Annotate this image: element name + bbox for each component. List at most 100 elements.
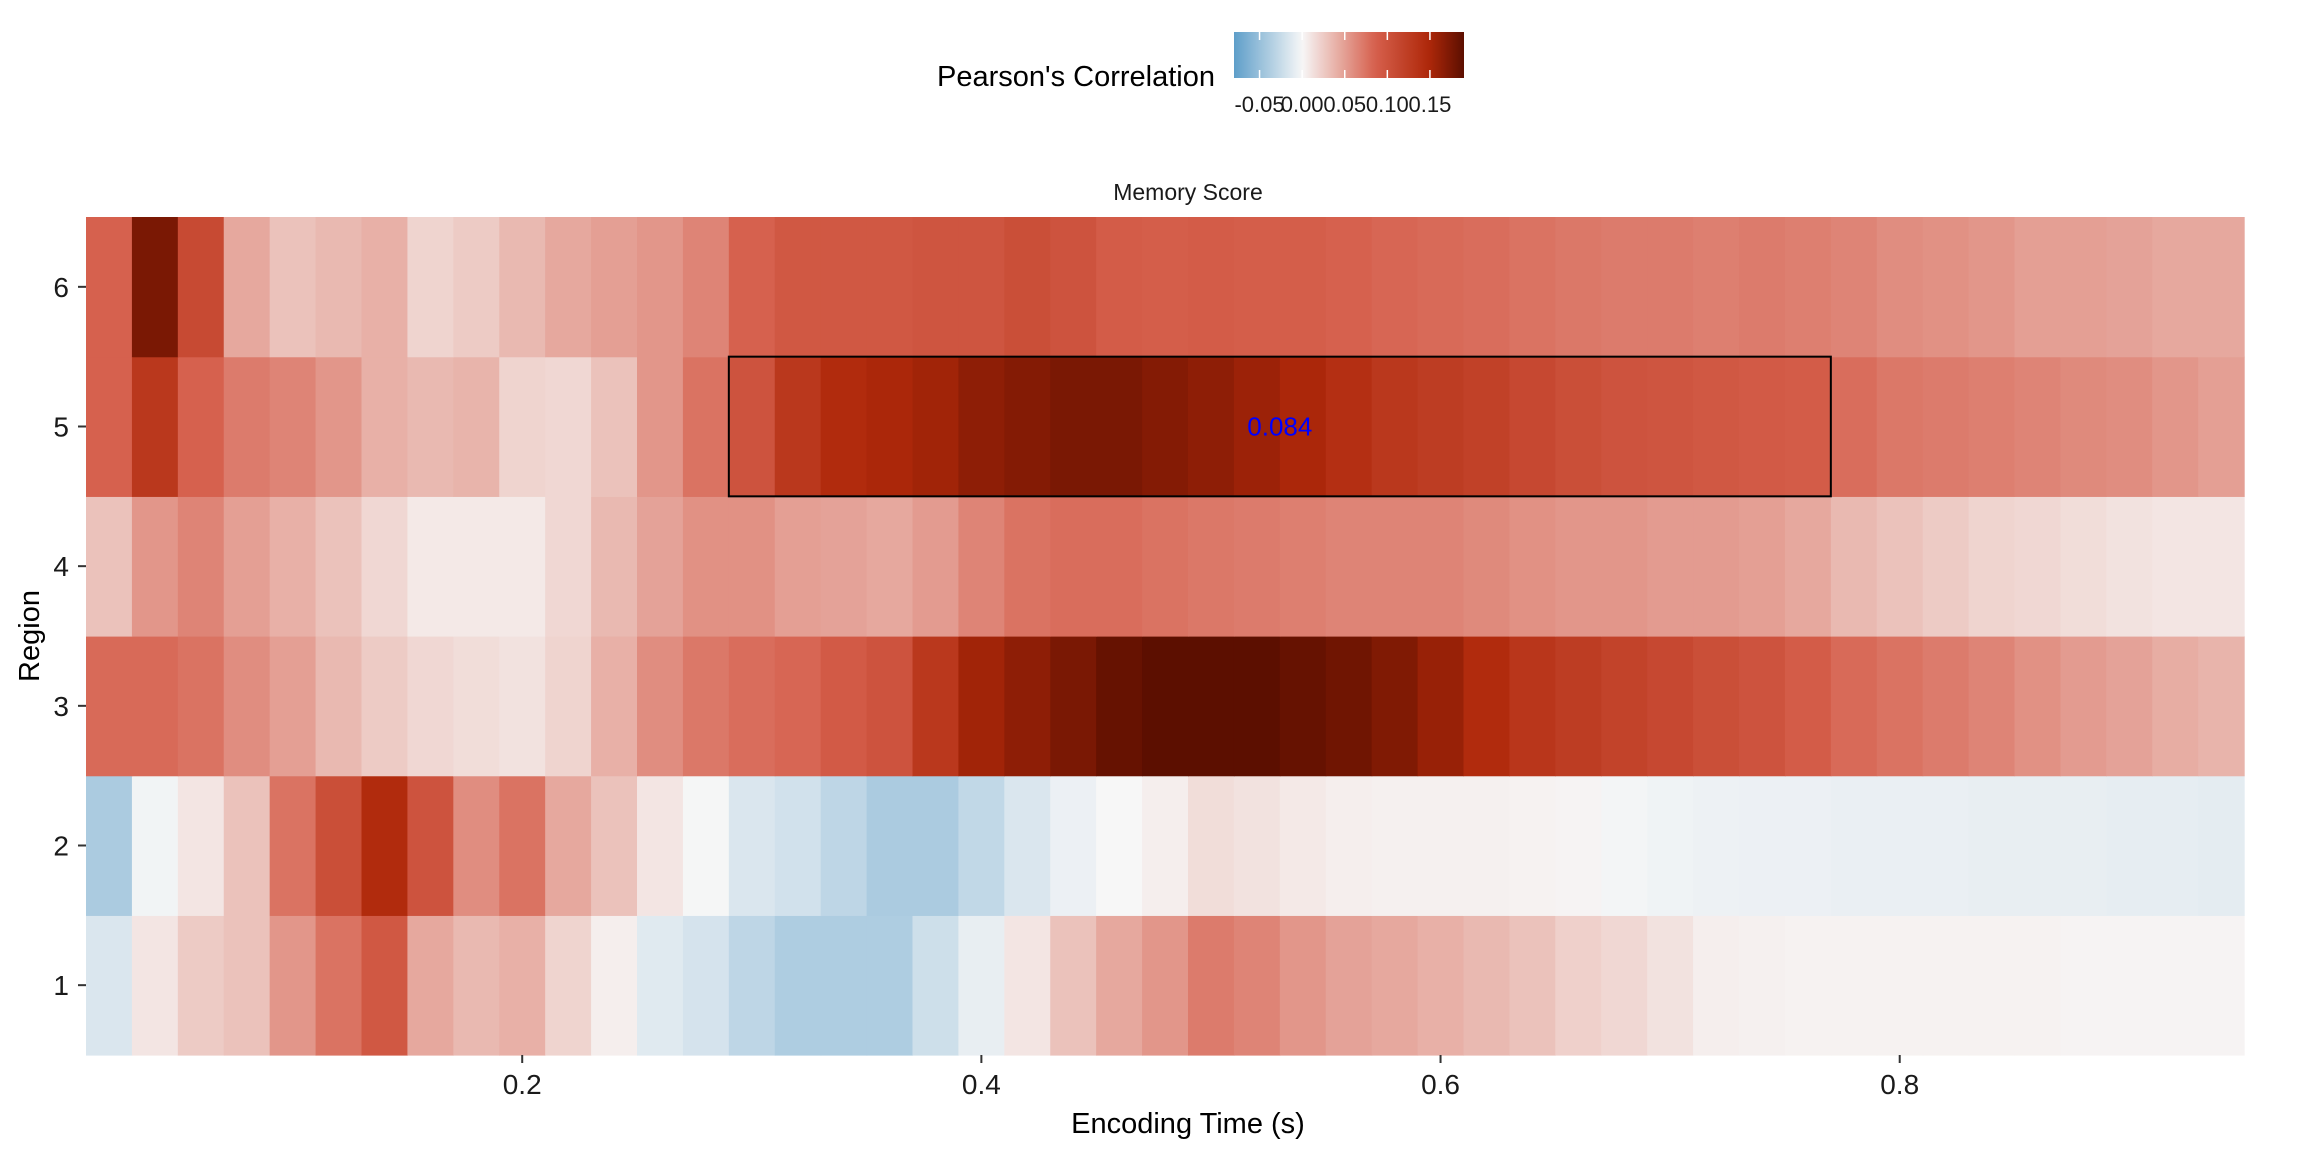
heatmap-cell xyxy=(1922,915,1970,1056)
heatmap-cell xyxy=(1371,496,1419,637)
heatmap-cell xyxy=(499,217,546,358)
heatmap-cell xyxy=(1968,636,2016,777)
heatmap-cell xyxy=(1555,915,1602,1056)
heatmap-cell xyxy=(1784,636,1832,777)
heatmap-cell xyxy=(2198,356,2245,497)
x-axis: 0.2 0.4 0.6 0.8 xyxy=(503,1055,1919,1100)
heatmap-cell xyxy=(1509,217,1556,358)
y-tick-label: 5 xyxy=(53,412,69,443)
heatmap-cell xyxy=(1876,775,1924,916)
heatmap-cell xyxy=(1922,775,1970,916)
heatmap-cell xyxy=(361,915,409,1056)
heatmap-cell xyxy=(1233,217,1281,358)
heatmap-cell xyxy=(453,217,500,358)
heatmap-cell xyxy=(269,915,317,1056)
heatmap-cell xyxy=(1555,356,1602,497)
heatmap-cell xyxy=(2198,217,2245,358)
heatmap-cell xyxy=(1142,915,1189,1056)
y-tick-label: 1 xyxy=(53,970,69,1001)
heatmap-cell xyxy=(682,356,730,497)
heatmap-cell xyxy=(1693,356,1740,497)
heatmap-cell xyxy=(1555,636,1602,777)
heatmap-cell xyxy=(223,915,271,1056)
heatmap-cell xyxy=(820,775,868,916)
heatmap-cell xyxy=(1004,636,1051,777)
heatmap-cell xyxy=(774,636,822,777)
heatmap-cell xyxy=(1693,915,1740,1056)
heatmap-cell xyxy=(1188,217,1235,358)
heatmap-cell xyxy=(1509,775,1556,916)
heatmap-cell xyxy=(820,217,868,358)
heatmap-cell xyxy=(1555,217,1602,358)
heatmap-cell xyxy=(499,915,546,1056)
heatmap-cell xyxy=(774,775,822,916)
heatmap-cell xyxy=(2014,217,2062,358)
heatmap-cell xyxy=(2106,217,2153,358)
heatmap-cell xyxy=(361,775,409,916)
heatmap-cell xyxy=(499,636,546,777)
heatmap-cell xyxy=(1463,775,1511,916)
heatmap-cell xyxy=(545,356,592,497)
heatmap-cell xyxy=(1784,496,1832,637)
heatmap-cell xyxy=(912,636,960,777)
heatmap-cell xyxy=(1876,915,1924,1056)
heatmap-cell xyxy=(1096,915,1143,1056)
heatmap-cell xyxy=(958,217,1005,358)
heatmap-cell xyxy=(223,356,271,497)
y-tick-label: 3 xyxy=(53,691,69,722)
heatmap-cell xyxy=(407,496,454,637)
heatmap-cell xyxy=(2152,775,2199,916)
heatmap-cell xyxy=(1004,496,1051,637)
heatmap-cell xyxy=(958,775,1005,916)
heatmap-cell xyxy=(728,217,776,358)
heatmap-cell xyxy=(177,217,225,358)
heatmap-cell xyxy=(1601,915,1648,1056)
heatmap-cell xyxy=(1371,356,1419,497)
heatmap-cell xyxy=(637,775,684,916)
x-axis-label: Encoding Time (s) xyxy=(1071,1108,1305,1140)
heatmap-cell xyxy=(407,217,454,358)
heatmap-cell xyxy=(2014,915,2062,1056)
legend-tick-label: -0.05 xyxy=(1234,92,1284,117)
heatmap-cell xyxy=(1096,636,1143,777)
x-tick-label: 0.4 xyxy=(962,1069,1001,1100)
heatmap-cell xyxy=(637,496,684,637)
heatmap-cell xyxy=(774,496,822,637)
heatmap-cell xyxy=(1647,356,1694,497)
heatmap-cell xyxy=(2198,915,2245,1056)
heatmap-cell xyxy=(1968,217,2016,358)
heatmap-cell xyxy=(1188,636,1235,777)
heatmap-cell xyxy=(1693,217,1740,358)
heatmap-cell xyxy=(131,356,179,497)
heatmap-cell xyxy=(2152,356,2199,497)
heatmap-cell xyxy=(1968,775,2016,916)
heatmap-cell xyxy=(1417,775,1465,916)
heatmap-cell xyxy=(453,636,500,777)
heatmap-cell xyxy=(2060,636,2107,777)
heatmap-cell xyxy=(1509,356,1556,497)
heatmap-cell xyxy=(269,636,317,777)
heatmap-cell xyxy=(223,217,271,358)
heatmap-cell xyxy=(866,496,914,637)
heatmap-cell xyxy=(177,775,225,916)
heatmap-cell xyxy=(1739,775,1786,916)
heatmap-cell xyxy=(223,496,271,637)
legend-colorbar xyxy=(1234,32,1464,78)
heatmap-cell xyxy=(1188,775,1235,916)
heatmap-cell xyxy=(1325,915,1373,1056)
heatmap-cell xyxy=(820,915,868,1056)
heatmap-cell xyxy=(774,217,822,358)
heatmap-cell xyxy=(1463,217,1511,358)
heatmap-cell xyxy=(499,356,546,497)
heatmap-cell xyxy=(2198,496,2245,637)
heatmap-cell xyxy=(86,775,133,916)
heatmap-cell xyxy=(1647,217,1694,358)
legend-tick-label: 0.05 xyxy=(1323,92,1366,117)
heatmap-cell xyxy=(223,636,271,777)
heatmap-cell xyxy=(1004,356,1051,497)
heatmap-cell xyxy=(1739,636,1786,777)
heatmap-cell xyxy=(2014,775,2062,916)
heatmap-cell xyxy=(269,775,317,916)
heatmap-cell xyxy=(1004,217,1051,358)
